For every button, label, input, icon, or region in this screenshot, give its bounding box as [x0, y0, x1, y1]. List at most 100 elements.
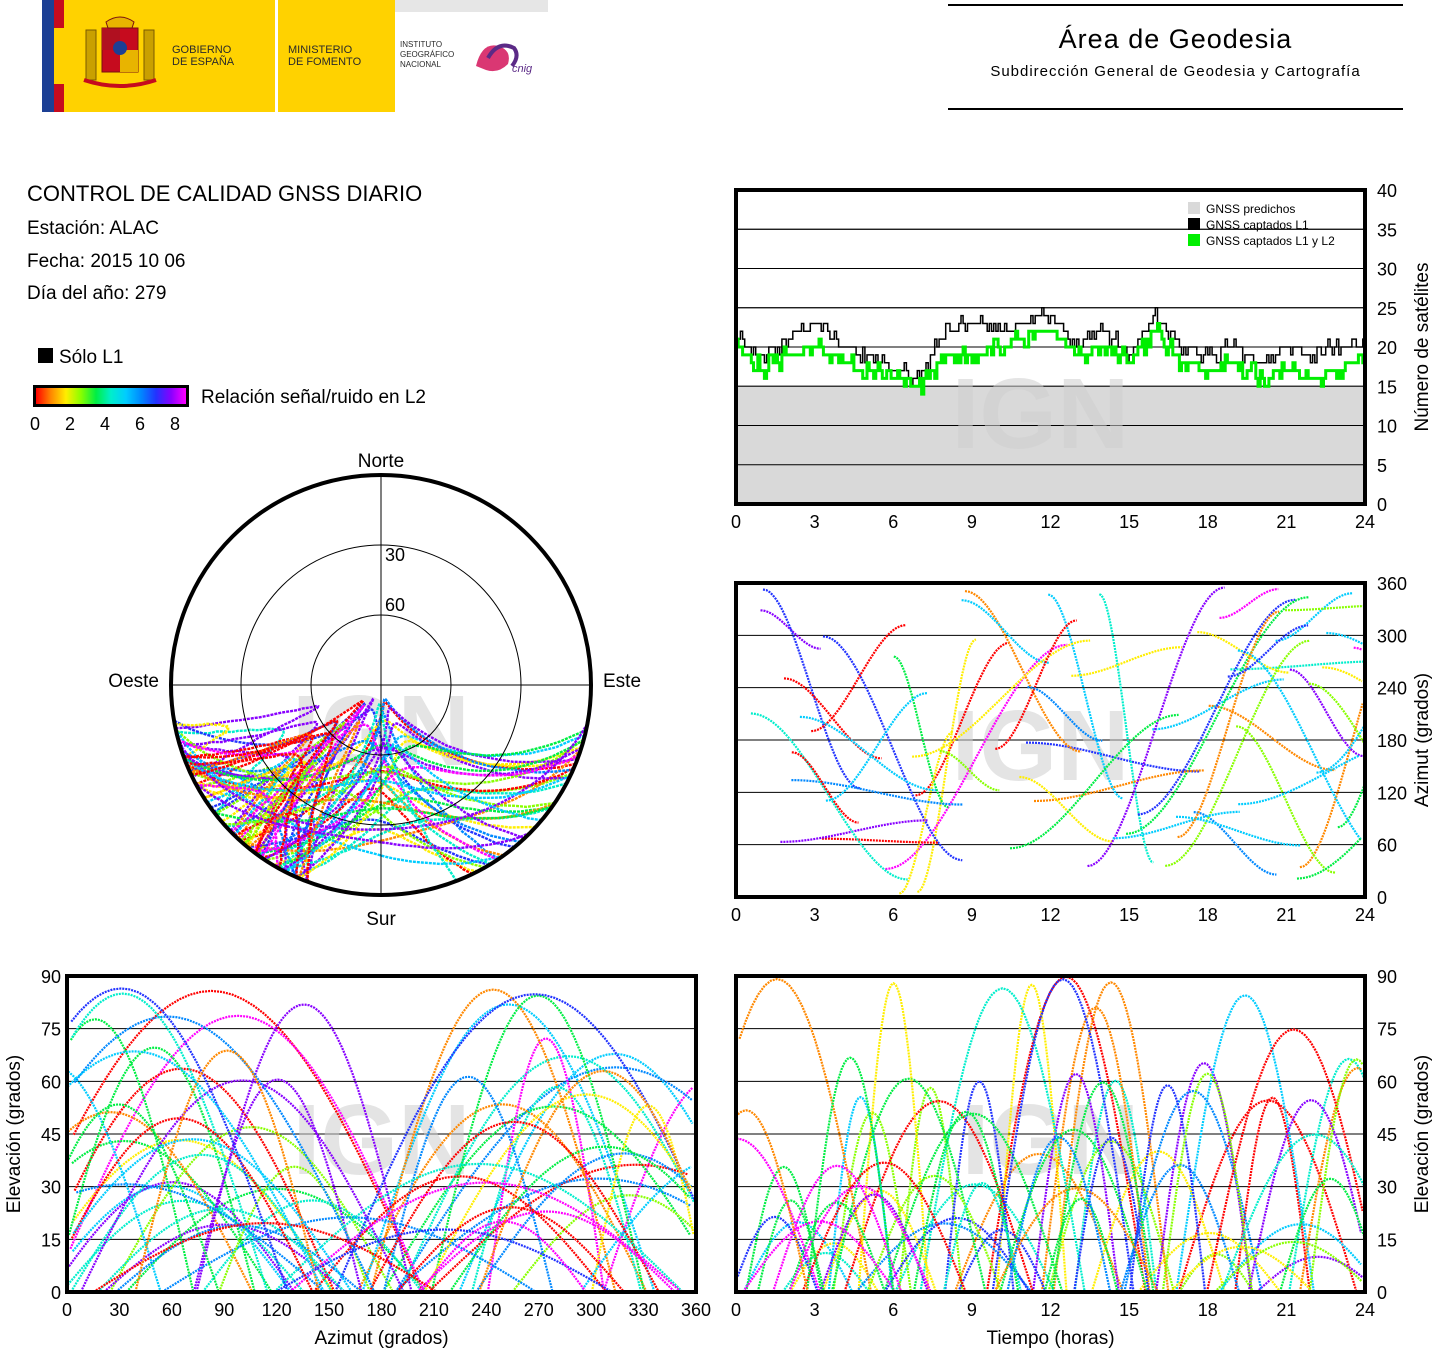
satellite-track — [1337, 785, 1366, 829]
satellite-track — [382, 1075, 554, 1293]
y-axis-label: Elevación (grados) — [1412, 1055, 1433, 1213]
legend-label: GNSS captados L1 — [1206, 218, 1309, 232]
satellite-track — [70, 1117, 314, 1293]
x-tick-label: 21 — [1276, 905, 1296, 925]
snr-tick: 0 — [30, 414, 41, 434]
satellite-track — [69, 1018, 195, 1293]
cnig-logo-text: cnig — [512, 63, 533, 75]
x-tick-label: 240 — [471, 1300, 501, 1320]
satellite-track — [67, 1046, 256, 1293]
y-tick-label: 360 — [1377, 574, 1407, 594]
satellite-track — [750, 712, 908, 881]
x-tick-label: 150 — [314, 1300, 344, 1320]
x-tick-label: 6 — [888, 905, 898, 925]
satellite-track — [1296, 837, 1363, 880]
satellite-track — [1175, 994, 1315, 1293]
satellite-track — [736, 1215, 819, 1293]
snr-tick: 2 — [65, 414, 76, 434]
satellite-track — [825, 692, 928, 802]
satellite-track — [195, 1003, 413, 1293]
satellite-track — [1255, 1255, 1364, 1293]
label-south: Sur — [366, 909, 396, 930]
y-tick-label: 300 — [1377, 626, 1407, 646]
satellite-track — [821, 837, 939, 844]
x-tick-label: 0 — [731, 1300, 741, 1320]
satellite-track — [843, 1099, 1034, 1293]
satellite-track — [430, 994, 646, 1293]
satellite-track — [274, 729, 587, 868]
area-subtitle: Subdirección General de Geodesia y Carto… — [990, 63, 1361, 80]
satellite-track — [1213, 1240, 1363, 1293]
satellite-track — [1234, 1096, 1311, 1293]
label-east: Este — [603, 671, 641, 692]
satellite-track — [252, 753, 580, 853]
satellite-track — [263, 742, 525, 861]
y-tick-label: 0 — [1377, 495, 1387, 515]
y-tick-label: 240 — [1377, 679, 1407, 699]
satellite-track — [1220, 1133, 1366, 1293]
satellite-track — [195, 783, 279, 868]
satellite-track — [899, 730, 954, 895]
satellite-track — [66, 1199, 305, 1293]
satellite-track — [1047, 593, 1124, 800]
legend-swatch — [1188, 234, 1200, 246]
ign-topbar — [395, 0, 548, 12]
plot-border — [65, 974, 698, 1294]
satellite-track — [991, 978, 1135, 1293]
x-tick-label: 270 — [524, 1300, 554, 1320]
satellite-track — [1308, 682, 1366, 745]
x-tick-label: 18 — [1198, 512, 1218, 532]
y-tick-label: 30 — [41, 1178, 61, 1198]
satellite-track — [1193, 811, 1277, 876]
x-tick-label: 60 — [162, 1300, 182, 1320]
x-tick-label: 18 — [1198, 1300, 1218, 1320]
x-tick-label: 9 — [967, 512, 977, 532]
satellite-track — [1289, 668, 1364, 758]
satellite-track — [857, 981, 930, 1293]
satellite-track — [1219, 588, 1279, 619]
satellite-track — [995, 983, 1068, 1293]
label-north: Norte — [358, 451, 404, 472]
satellite-track — [511, 1194, 695, 1293]
satellite-track — [1165, 639, 1310, 867]
satellite-track — [1322, 666, 1363, 683]
coat-of-arms-icon — [83, 16, 157, 88]
satellite-track — [298, 739, 579, 880]
satellite-track — [230, 704, 366, 859]
satellite-track — [1043, 1197, 1119, 1293]
satellite-track — [995, 619, 1077, 750]
satellite-track — [1006, 1135, 1112, 1293]
x-tick-label: 3 — [810, 905, 820, 925]
satellite-track — [295, 782, 567, 879]
plot-border — [734, 974, 1367, 1294]
satellite-track — [214, 718, 348, 856]
x-tick-label: 330 — [629, 1300, 659, 1320]
snr-colorbar — [33, 385, 189, 407]
satellite-track — [788, 1184, 932, 1293]
y-tick-label: 60 — [1377, 1072, 1397, 1092]
satellite-track — [916, 638, 977, 894]
satellite-track — [1051, 1081, 1155, 1293]
legend-label: GNSS captados L1 y L2 — [1206, 234, 1335, 248]
satellite-track — [67, 1110, 254, 1293]
satellite-track — [239, 758, 315, 846]
x-tick-label: 360 — [681, 1300, 711, 1320]
x-tick-label: 0 — [731, 905, 741, 925]
ign-watermark: IGN — [952, 358, 1130, 470]
satellite-track — [1073, 1136, 1150, 1293]
plot-border — [734, 581, 1367, 899]
y-tick-label: 30 — [1377, 260, 1397, 280]
x-tick-label: 24 — [1355, 905, 1375, 925]
x-tick-label: 15 — [1119, 512, 1139, 532]
legend-label: GNSS predichos — [1206, 202, 1295, 216]
satellite-track — [1125, 596, 1309, 835]
y-tick-label: 0 — [1377, 1283, 1387, 1303]
satellite-track — [1285, 604, 1365, 612]
satellite-track — [278, 701, 458, 882]
satellite-track — [1137, 1231, 1282, 1293]
y-axis-label: Azimut (grados) — [1412, 673, 1433, 807]
horizon-circle — [169, 473, 593, 897]
satellite-track — [1137, 598, 1296, 816]
satellite-track — [1227, 624, 1309, 678]
y-axis-label: Número de satélites — [1412, 263, 1433, 432]
